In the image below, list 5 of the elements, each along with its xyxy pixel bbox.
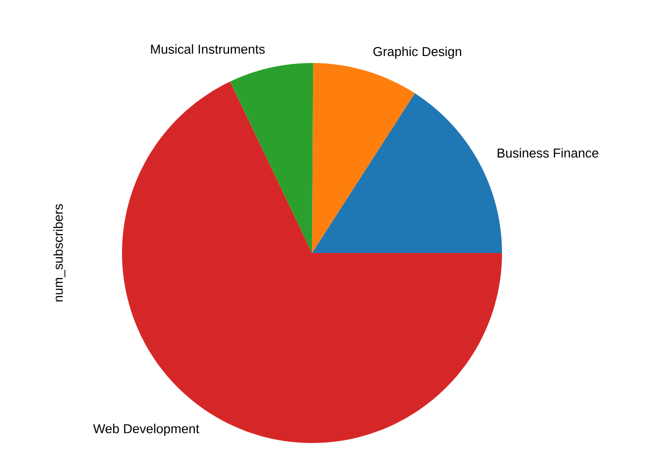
slice-label: Graphic Design: [373, 46, 462, 59]
slice-label: Business Finance: [498, 148, 598, 158]
slice-label: Web Development: [93, 424, 200, 436]
slice-label: Musical Instruments: [151, 44, 265, 54]
text: num_subscribers: [53, 204, 66, 302]
